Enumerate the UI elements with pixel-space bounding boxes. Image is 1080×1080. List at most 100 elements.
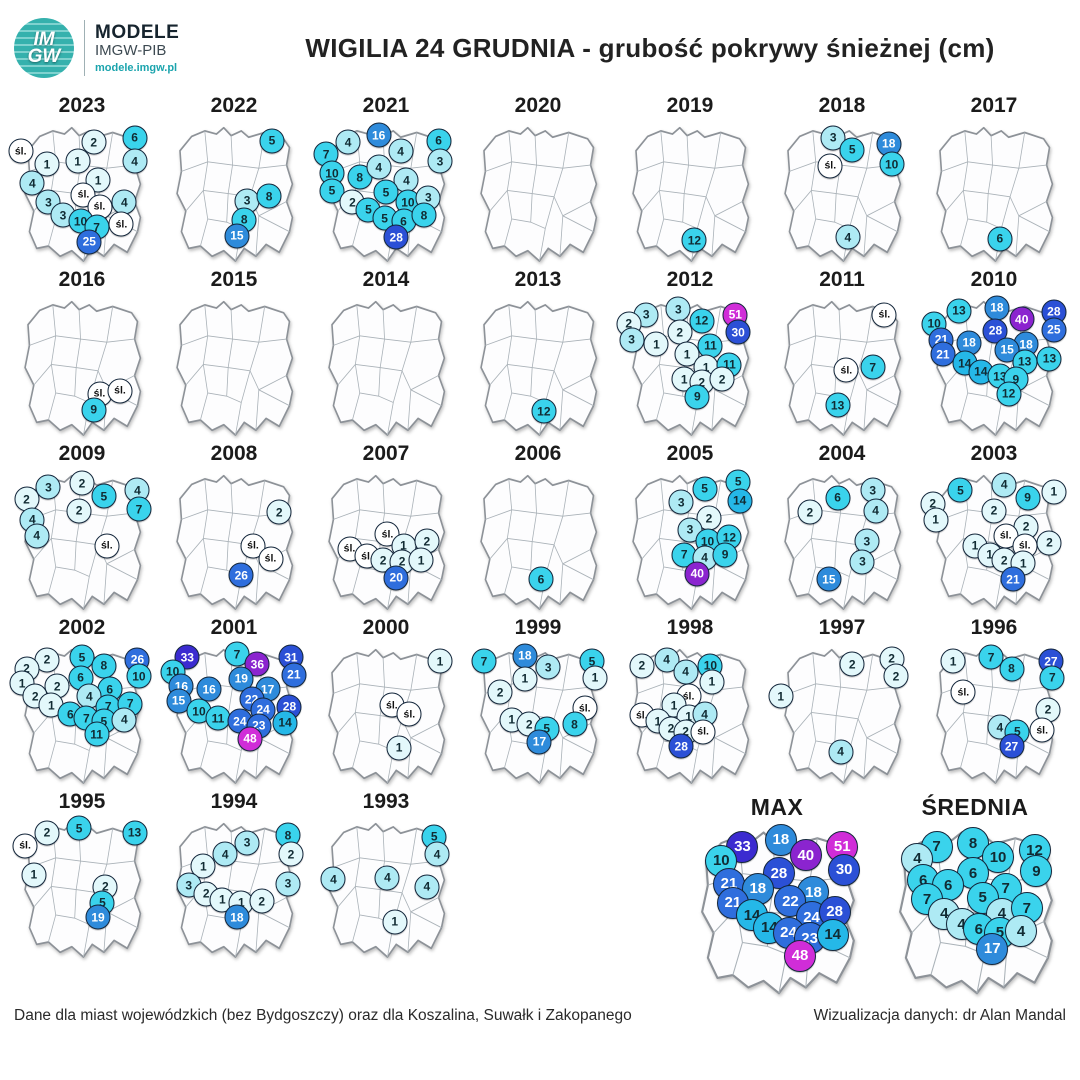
snow-depth-badge: 2 bbox=[797, 499, 823, 525]
snow-depth-badge: 2 bbox=[278, 841, 304, 867]
snow-depth-badge: 2 bbox=[34, 820, 60, 846]
year-label: 1995 bbox=[58, 790, 106, 813]
poland-outline-icon bbox=[784, 648, 902, 784]
year-label: 2021 bbox=[362, 94, 410, 117]
snow-depth-badge: śl. bbox=[817, 153, 843, 179]
snow-depth-badge: 40 bbox=[789, 839, 822, 872]
snow-depth-badge: 2 bbox=[839, 651, 865, 677]
map-2021: 2021 16 4 6 7 4 3 10 8 4 4 5 5 2 10 3 5 5 6 8 28 bbox=[310, 94, 462, 265]
map-2000: 2000 1 śl. śl. 1 bbox=[310, 616, 462, 787]
logo-url-link[interactable]: modele.imgw.pl bbox=[95, 61, 178, 74]
snow-depth-badge: 33 bbox=[726, 830, 759, 863]
snow-depth-badge: 8 bbox=[256, 183, 282, 209]
snow-depth-badge: 5 bbox=[91, 483, 117, 509]
year-label: 2022 bbox=[210, 94, 258, 117]
snow-depth-badge: 4 bbox=[212, 841, 238, 867]
snow-depth-badge: 11 bbox=[697, 333, 723, 359]
snow-depth-badge: 40 bbox=[1009, 306, 1035, 332]
snow-depth-badge: 7 bbox=[471, 648, 497, 674]
year-label: 2016 bbox=[58, 268, 106, 291]
map-2012: 2012 3 3 2 12 51 30 2 3 1 11 1 1 11 1 2 2 9 bbox=[614, 268, 766, 439]
map-2022: 2022 5 3 8 8 15 bbox=[158, 94, 310, 265]
year-label: 1999 bbox=[514, 616, 562, 639]
snow-depth-badge: 1 bbox=[768, 683, 794, 709]
poland-map bbox=[313, 293, 459, 439]
poland-map: 6 bbox=[921, 119, 1067, 265]
snow-depth-badge: 19 bbox=[85, 904, 111, 930]
poland-outline-icon bbox=[176, 300, 294, 436]
year-label: 2009 bbox=[58, 442, 106, 465]
poland-outline-icon bbox=[328, 300, 446, 436]
snow-depth-badge: 14 bbox=[727, 488, 753, 514]
poland-map: 33 7 36 31 10 19 21 16 16 17 15 22 10 24 28 11 24 23 14 48 bbox=[160, 641, 307, 787]
snow-depth-badge: 3 bbox=[275, 871, 301, 897]
year-label: 2001 bbox=[210, 616, 258, 639]
snow-depth-badge: 2 bbox=[66, 498, 92, 524]
logo-acronym-bottom: GW bbox=[27, 46, 61, 67]
snow-depth-badge: 1 bbox=[21, 862, 47, 888]
snow-depth-badge: śl. bbox=[107, 378, 133, 404]
snow-depth-badge: 4 bbox=[835, 224, 861, 250]
poland-outline-icon bbox=[328, 822, 446, 958]
snow-depth-badge: 13 bbox=[946, 298, 972, 324]
year-label: 2020 bbox=[514, 94, 562, 117]
snow-depth-badge: 4 bbox=[111, 707, 137, 733]
snow-depth-badge: 12 bbox=[531, 398, 557, 424]
poland-outline-icon bbox=[936, 126, 1054, 262]
poland-map: 3 3 2 12 51 30 2 3 1 11 1 1 11 1 2 2 9 bbox=[616, 293, 763, 439]
snow-depth-badge: śl. bbox=[258, 546, 283, 572]
snow-depth-badge: 8 bbox=[91, 653, 117, 679]
year-label: 2023 bbox=[58, 94, 106, 117]
poland-map: 1 7 8 27 7 śl. 2 4 5 śl. 27 bbox=[921, 641, 1067, 787]
poland-map: 5 3 8 8 15 bbox=[161, 119, 307, 265]
snow-depth-badge: 6 bbox=[825, 485, 851, 511]
snow-depth-badge: 2 bbox=[487, 679, 513, 705]
logo-divider bbox=[84, 20, 85, 76]
snow-depth-badge: 48 bbox=[237, 726, 263, 752]
snow-depth-badge: 8 bbox=[562, 711, 587, 737]
year-label: 2011 bbox=[819, 268, 865, 291]
logo-org: IMGW-PIB bbox=[95, 42, 167, 60]
snow-depth-badge: 4 bbox=[414, 874, 440, 900]
poland-map: 2 5 13 śl. 1 2 5 19 bbox=[9, 815, 155, 961]
map-2003: 2003 5 4 2 9 1 2 1 2 śl. 2 śl. 1 1 2 1 21 bbox=[918, 442, 1070, 613]
year-label: 1997 bbox=[818, 616, 866, 639]
snow-depth-badge: 6 bbox=[122, 125, 148, 151]
year-label: 2004 bbox=[818, 442, 866, 465]
poland-outline-icon bbox=[480, 126, 598, 262]
year-label: 2010 bbox=[970, 268, 1018, 291]
poland-outline-icon bbox=[480, 300, 598, 436]
poland-map: 12 bbox=[617, 119, 763, 265]
snow-depth-badge: 25 bbox=[76, 229, 102, 255]
snow-depth-badge: 14 bbox=[968, 359, 994, 385]
poland-map bbox=[465, 119, 611, 265]
map-row: 1995 2 5 13 śl. 1 2 5 19 1994 3 8 4 2 1 3 3 2 1 1 2 18 199… bbox=[6, 790, 1074, 998]
poland-map: 2 4 4 10 1 śl. 1 śl. 1 1 4 2 2 śl. 28 bbox=[617, 641, 763, 787]
snow-depth-badge: 5 bbox=[692, 476, 718, 502]
snow-depth-badge: 3 bbox=[234, 830, 260, 856]
snow-depth-badge: 18 bbox=[224, 904, 250, 930]
poland-map: śl. śl. 1 2 śl. 2 2 1 20 bbox=[313, 467, 459, 613]
poland-outline-icon bbox=[480, 474, 598, 610]
poland-outline-icon bbox=[632, 126, 750, 262]
snow-depth-badge: 2 bbox=[266, 499, 292, 525]
snow-depth-badge: 7 bbox=[1039, 665, 1065, 690]
year-label: 1993 bbox=[362, 790, 410, 813]
snow-depth-badge: 2 bbox=[709, 366, 735, 392]
snow-depth-badge: 2 bbox=[44, 673, 70, 699]
poland-map: 3 5 18 śl. 10 4 bbox=[769, 119, 915, 265]
snow-depth-badge: 2 bbox=[883, 663, 909, 689]
snow-depth-badge: 40 bbox=[684, 561, 710, 587]
logo-brand: MODELE bbox=[95, 21, 180, 43]
snow-depth-badge: 18 bbox=[984, 295, 1010, 321]
year-label: 2007 bbox=[362, 442, 410, 465]
snow-depth-badge: 30 bbox=[725, 319, 751, 345]
snow-depth-badge: 9 bbox=[1015, 485, 1041, 511]
snow-depth-badge: śl. bbox=[1029, 717, 1055, 743]
snow-depth-badge: śl. bbox=[833, 357, 859, 383]
snow-depth-badge: 11 bbox=[205, 705, 231, 731]
